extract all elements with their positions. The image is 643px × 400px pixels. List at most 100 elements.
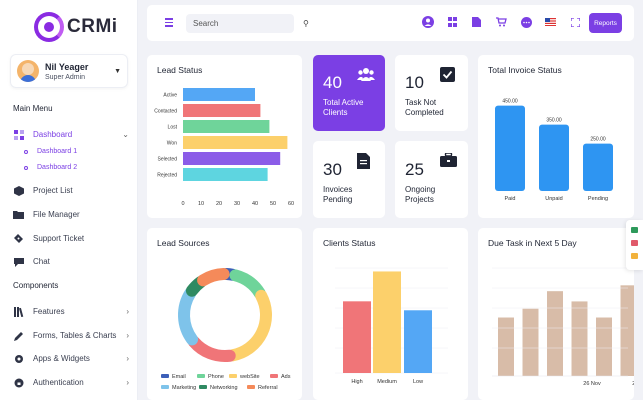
user-role: Super Admin (45, 73, 86, 81)
user-name: Nil Yeager (45, 61, 89, 72)
sidebar-subitem-dashboard-2[interactable]: Dashboard 2 (24, 164, 77, 171)
card-icon[interactable] (631, 240, 638, 246)
app-logo[interactable]: CRMi (34, 12, 118, 42)
bar (373, 271, 401, 373)
active-clients-label-1: Total Active (323, 98, 364, 107)
task-not-completed-label-2: Completed (405, 108, 444, 117)
data-label: 450.00 (502, 99, 518, 105)
sidebar-item-chat[interactable]: Chat (13, 256, 129, 267)
bar (539, 124, 569, 191)
legend-swatch (197, 374, 205, 378)
x-tick-label: Paid (504, 196, 515, 202)
bullet-icon (24, 149, 28, 154)
invoices-pending-value: 30 (323, 160, 342, 179)
active-clients-card[interactable]: 40 Total Active Clients (313, 55, 385, 131)
chevron-right-icon: › (126, 378, 129, 387)
user-profile-card[interactable]: Nil Yeager Super Admin ▼ (10, 54, 128, 88)
subitem-label: Dashboard 2 (37, 164, 78, 171)
cart-icon[interactable] (495, 16, 507, 28)
sidebar-item-label: Forms, Tables & Charts (33, 331, 117, 340)
x-tick-label: 40 (252, 201, 258, 207)
reports-button[interactable]: Reports (589, 13, 622, 33)
bar (183, 152, 281, 165)
x-tick-label: 60 (288, 201, 294, 207)
bar (495, 105, 525, 191)
bar (183, 136, 288, 149)
donut-slice (229, 269, 266, 300)
sidebar-item-authentication[interactable]: Authentication › (13, 377, 129, 388)
invoice-status-chart: 450.00 Paid 350.00 Unpaid 250.00 Pending (495, 99, 613, 202)
donut-slice (197, 268, 230, 287)
search-icon[interactable]: ⚲ (303, 19, 309, 28)
chevron-right-icon: › (126, 331, 129, 340)
grid-apps-icon[interactable] (446, 16, 458, 28)
invoices-pending-card[interactable]: 30 Invoices Pending (313, 141, 385, 218)
sidebar-item-project-list[interactable]: Project List (13, 185, 129, 196)
task-not-completed-value: 10 (405, 73, 424, 92)
users-group-icon (357, 67, 375, 83)
legend-label: webSite (239, 374, 260, 380)
sidebar-item-features[interactable]: Features › (13, 306, 129, 317)
sidebar-item-label: Dashboard (33, 130, 73, 139)
sidebar-item-label: Features (33, 307, 65, 316)
cube-icon (13, 185, 24, 196)
main-menu-label: Main Menu (13, 104, 53, 113)
sidebar-item-support-ticket[interactable]: Support Ticket (13, 233, 129, 244)
x-tick-label: Low (413, 379, 423, 385)
legend-swatch (247, 385, 255, 389)
task-not-completed-label-1: Task Not (405, 98, 437, 107)
sidebar: CRMi Nil Yeager Super Admin ▼ Main Menu … (0, 0, 138, 400)
search-input[interactable] (193, 19, 303, 28)
sidebar-item-label: Project List (33, 186, 73, 195)
data-label: 350.00 (546, 118, 562, 124)
ongoing-projects-card[interactable]: 25 Ongoing Projects (395, 141, 468, 218)
invoice-status-title: Total Invoice Status (488, 65, 562, 75)
bar (571, 301, 588, 376)
bar (343, 301, 371, 373)
due-task-title: Due Task in Next 5 Day (488, 238, 577, 248)
invoice-document-icon (357, 153, 373, 169)
lead-status-title: Lead Status (157, 65, 203, 75)
bar-label: Selected (158, 157, 178, 163)
legend-label: Networking (210, 385, 238, 391)
sidebar-subitem-dashboard-1[interactable]: Dashboard 1 (24, 148, 77, 155)
bar (596, 317, 612, 376)
logo-text: CRMi (67, 16, 118, 37)
search-box: ⚲ (186, 14, 309, 33)
document-icon[interactable] (470, 16, 482, 28)
sidebar-item-dashboard[interactable]: Dashboard ⌄ (13, 129, 129, 140)
chevron-down-icon: ⌄ (122, 130, 129, 139)
sidebar-item-file-manager[interactable]: File Manager (13, 209, 129, 220)
legend-label: Phone (208, 374, 224, 380)
hamburger-menu-icon[interactable] (165, 18, 173, 27)
pen-icon (13, 330, 24, 341)
bar (404, 310, 432, 373)
bar (583, 143, 613, 191)
sidebar-item-apps-widgets[interactable]: Apps & Widgets › (13, 353, 129, 364)
wallet-icon[interactable] (631, 253, 638, 259)
data-label: 250.00 (590, 137, 606, 143)
legend-swatch (199, 385, 207, 389)
us-flag-icon[interactable] (544, 16, 556, 28)
invoices-pending-label-2: Pending (323, 195, 353, 204)
components-label: Components (13, 281, 59, 290)
clients-status-title: Clients Status (323, 238, 376, 248)
chat-bubble-icon[interactable] (520, 16, 532, 28)
task-not-completed-card[interactable]: 10 Task Not Completed (395, 55, 468, 131)
bar (183, 168, 268, 181)
fullscreen-icon[interactable] (569, 16, 581, 28)
chevron-right-icon: › (126, 354, 129, 363)
active-clients-label-2: Clients (323, 108, 348, 117)
ticket-icon (13, 233, 24, 244)
clients-status-chart: High Medium Low (335, 267, 448, 385)
legend-label: Marketing (172, 385, 196, 391)
donut-slice (226, 289, 272, 362)
cash-icon[interactable] (631, 227, 638, 233)
bar (547, 291, 563, 376)
bar (498, 317, 514, 376)
x-tick-label: 28 Nov (632, 381, 634, 387)
sidebar-item-forms-tables-charts[interactable]: Forms, Tables & Charts › (13, 330, 129, 341)
lead-status-card: Lead Status Active Contacted Lost Won Select… (147, 55, 302, 218)
bar (183, 88, 255, 101)
user-circle-icon[interactable] (422, 16, 434, 28)
